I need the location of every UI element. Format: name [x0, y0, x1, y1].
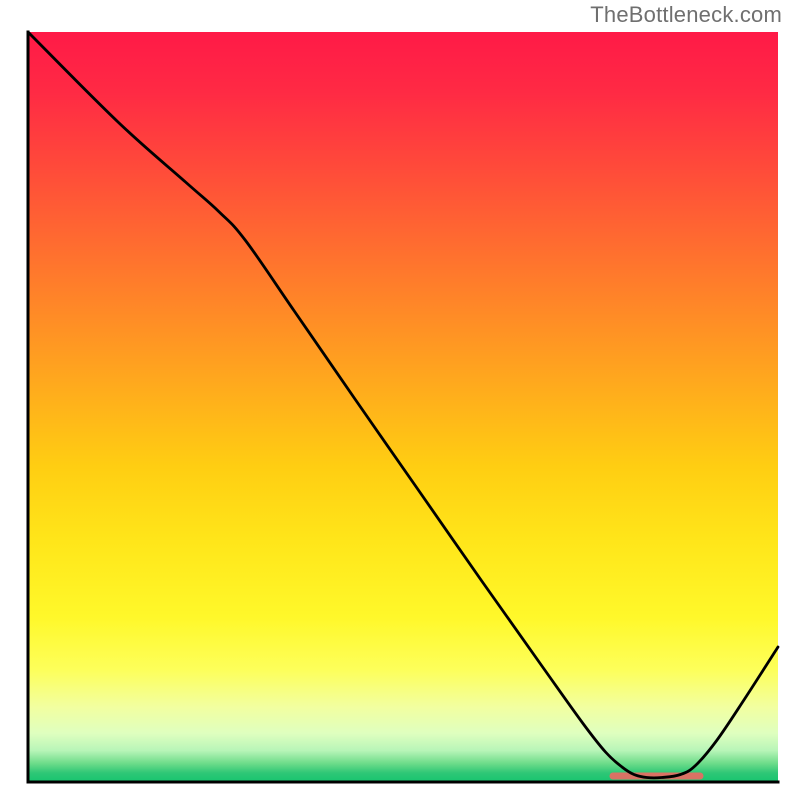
chart-svg: [0, 0, 800, 800]
chart-canvas: TheBottleneck.com: [0, 0, 800, 800]
